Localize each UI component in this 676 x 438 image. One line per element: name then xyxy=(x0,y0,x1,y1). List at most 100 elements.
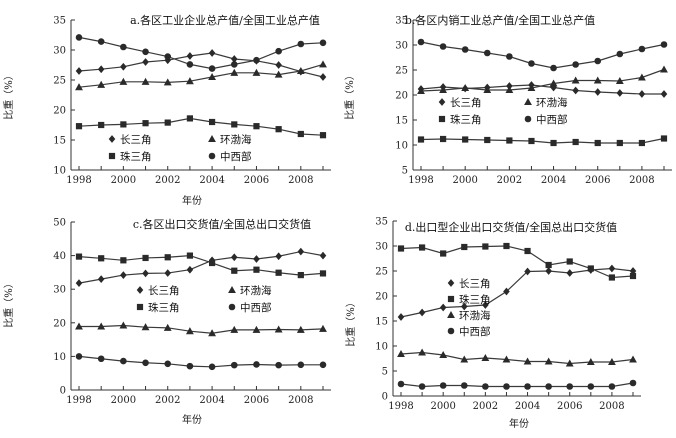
data-point-square xyxy=(461,243,468,251)
data-point-triangle xyxy=(571,76,580,84)
data-point-diamond xyxy=(319,73,327,81)
data-point-diamond xyxy=(120,62,127,71)
data-point-triangle xyxy=(615,76,624,85)
data-point-triangle xyxy=(75,83,83,91)
data-point-circle xyxy=(230,61,238,68)
panel-b-marks: 5 10 15 20 25 30 35 1998 2000 2002 2004 2006 2008 xyxy=(395,16,672,186)
data-point-triangle xyxy=(141,323,150,331)
legend-label: 珠三角 xyxy=(450,113,482,126)
data-point-square xyxy=(319,132,327,139)
y-tick-label: 25 xyxy=(375,267,388,278)
data-point-triangle xyxy=(319,324,327,332)
data-point-circle xyxy=(594,57,602,65)
x-tick-label: 2008 xyxy=(288,175,313,186)
x-tick-label: 1998 xyxy=(388,401,413,412)
data-point-diamond xyxy=(319,251,327,260)
data-point-square xyxy=(594,139,601,147)
legend-marker-diamond xyxy=(447,279,455,287)
data-point-triangle xyxy=(141,77,150,85)
series-line-diamond xyxy=(400,267,634,318)
series-line-diamond xyxy=(78,52,324,78)
panel-a: a.各区工业企业总产值/全国工业总产值 比重（%） 年份 10 15 20 25 30 3… xyxy=(2,13,331,207)
data-point-triangle xyxy=(593,76,602,84)
data-point-square xyxy=(297,130,304,138)
panel-c-title: c.各区出口交货值/全国总出口交货值 xyxy=(133,217,311,231)
x-tick-label: 2006 xyxy=(244,175,269,186)
data-point-diamond xyxy=(418,308,426,317)
data-point-diamond xyxy=(482,301,489,309)
data-point-triangle xyxy=(607,357,616,366)
data-point-circle xyxy=(97,38,105,45)
data-point-diamond xyxy=(566,269,574,277)
data-point-triangle xyxy=(527,83,536,92)
data-point-diamond xyxy=(275,61,282,69)
data-point-triangle xyxy=(97,322,106,330)
data-point-square xyxy=(186,115,194,122)
y-tick-label: 0 xyxy=(382,392,388,403)
data-point-circle xyxy=(186,362,194,370)
x-tick-label: 1998 xyxy=(66,395,91,406)
data-point-triangle xyxy=(502,355,511,363)
legend-marker-diamond xyxy=(108,135,116,143)
data-point-triangle xyxy=(163,78,172,86)
data-point-circle xyxy=(660,41,668,48)
x-tick-label: 1998 xyxy=(66,175,91,186)
x-tick-label: 2000 xyxy=(111,175,136,186)
data-point-circle xyxy=(482,383,489,390)
data-point-circle xyxy=(208,65,216,72)
y-tick-label: 30 xyxy=(53,285,66,296)
data-point-diamond xyxy=(397,313,405,321)
legend-marker-triangle xyxy=(447,310,455,319)
panel-d: d.出口型企业出口交货值/全国总出口交货值 比重（%） 年份 0 5 10 15 20 2… xyxy=(344,217,641,430)
legend-label: 中西部 xyxy=(220,150,252,163)
data-point-triangle xyxy=(481,353,490,362)
data-point-diamond xyxy=(253,255,260,263)
data-point-square xyxy=(231,121,238,128)
y-tick-label: 20 xyxy=(53,318,66,329)
legend-label: 长三角 xyxy=(148,285,180,297)
data-point-triangle xyxy=(274,325,283,333)
panel-a-xlabel: 年份 xyxy=(182,194,202,207)
legend-marker-square xyxy=(108,152,116,160)
data-point-square xyxy=(660,135,668,142)
data-point-square xyxy=(297,271,304,279)
panel-c-xlabel: 年份 xyxy=(182,413,202,426)
y-tick-label: 5 xyxy=(402,166,408,177)
data-point-circle xyxy=(608,383,616,390)
x-tick-label: 2004 xyxy=(199,395,224,406)
legend-marker-diamond xyxy=(438,98,446,106)
data-point-circle xyxy=(483,49,491,57)
panel-a-ylabel: 比重（%） xyxy=(2,70,15,120)
data-point-circle xyxy=(164,360,172,368)
legend-marker-circle xyxy=(447,327,455,335)
series-line-triangle xyxy=(420,68,665,92)
legend-marker-diamond xyxy=(136,286,144,294)
data-point-circle xyxy=(418,383,426,390)
data-point-circle xyxy=(439,43,447,50)
data-point-circle xyxy=(587,383,595,390)
legend-label: 中西部 xyxy=(240,301,272,314)
panel-b-ylabel: 比重（%） xyxy=(343,70,356,120)
panel-a-title: a.各区工业企业总产值/全国工业总产值 xyxy=(130,13,320,27)
data-point-triangle xyxy=(461,83,470,92)
data-point-square xyxy=(186,252,194,259)
data-point-triangle xyxy=(417,86,425,95)
data-point-circle xyxy=(120,43,127,51)
y-tick-label: 35 xyxy=(53,16,66,27)
data-point-diamond xyxy=(164,269,172,277)
legend-marker-square xyxy=(447,295,455,303)
legend-label: 珠三角 xyxy=(120,150,152,163)
data-point-triangle xyxy=(163,323,172,331)
data-point-square xyxy=(208,259,216,267)
series-line-square xyxy=(78,254,324,276)
data-point-square xyxy=(587,265,594,272)
series-line-triangle xyxy=(78,63,324,88)
data-point-triangle xyxy=(252,68,261,76)
y-tick-label: 25 xyxy=(53,76,66,87)
data-point-circle xyxy=(319,39,327,47)
x-tick-label: 2004 xyxy=(515,401,540,412)
y-tick-label: 10 xyxy=(395,141,408,152)
data-point-square xyxy=(164,254,171,261)
